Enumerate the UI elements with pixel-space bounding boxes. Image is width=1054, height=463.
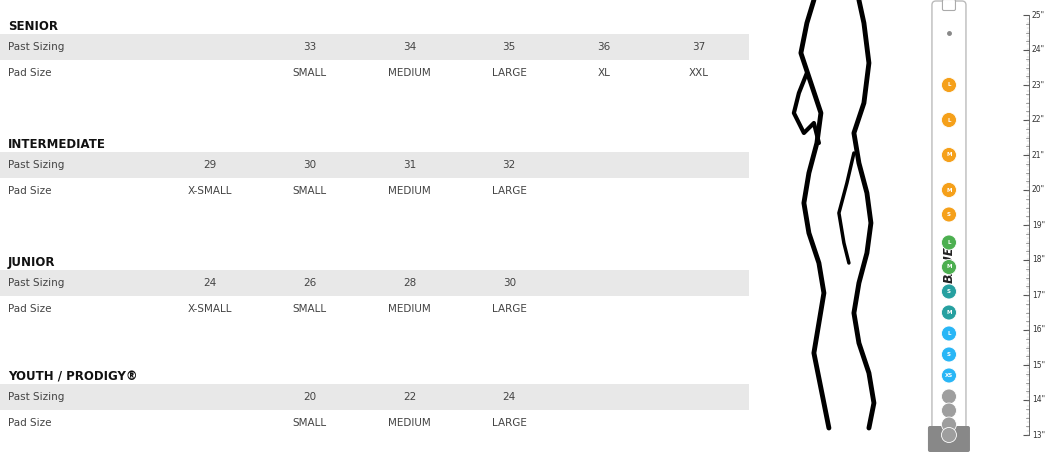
- Circle shape: [941, 207, 956, 222]
- Text: Pad Size: Pad Size: [8, 418, 52, 428]
- Text: Past Sizing: Past Sizing: [8, 160, 64, 170]
- Circle shape: [941, 417, 956, 432]
- Circle shape: [941, 148, 956, 163]
- Text: SMALL: SMALL: [292, 304, 327, 314]
- Bar: [0, 178, 749, 204]
- Text: L: L: [948, 240, 951, 245]
- Text: L: L: [948, 118, 951, 123]
- Text: LARGE: LARGE: [492, 68, 527, 78]
- Circle shape: [941, 347, 956, 362]
- Text: S: S: [946, 352, 951, 357]
- Text: 24: 24: [503, 392, 515, 402]
- Text: S: S: [946, 289, 951, 294]
- Text: 35: 35: [503, 42, 515, 52]
- Text: 23": 23": [1032, 81, 1046, 89]
- Text: 20: 20: [302, 392, 316, 402]
- Text: M: M: [946, 310, 952, 315]
- FancyBboxPatch shape: [942, 0, 956, 11]
- Text: 24: 24: [203, 278, 216, 288]
- Text: 22: 22: [403, 392, 416, 402]
- Bar: [0, 384, 749, 410]
- Text: MEDIUM: MEDIUM: [388, 186, 431, 196]
- Text: 16": 16": [1032, 325, 1046, 334]
- Circle shape: [941, 182, 956, 198]
- Text: X-SMALL: X-SMALL: [188, 304, 232, 314]
- Bar: [0, 152, 749, 178]
- Circle shape: [941, 284, 956, 299]
- Text: 17": 17": [1032, 290, 1046, 300]
- Bar: [0, 270, 749, 296]
- FancyBboxPatch shape: [932, 1, 965, 432]
- Text: LARGE: LARGE: [492, 418, 527, 428]
- Circle shape: [941, 77, 956, 93]
- Text: MEDIUM: MEDIUM: [388, 418, 431, 428]
- Text: JUNIOR: JUNIOR: [8, 256, 56, 269]
- Bar: [0, 296, 749, 322]
- Text: SENIOR: SENIOR: [8, 20, 58, 33]
- Text: Pad Size: Pad Size: [8, 304, 52, 314]
- Text: 14": 14": [1032, 395, 1046, 405]
- Text: 33: 33: [302, 42, 316, 52]
- Circle shape: [941, 403, 956, 418]
- Circle shape: [941, 427, 956, 443]
- Text: 15": 15": [1032, 361, 1046, 369]
- Text: SMALL: SMALL: [292, 68, 327, 78]
- Text: X-SMALL: X-SMALL: [188, 186, 232, 196]
- Text: YOUTH / PRODIGY®: YOUTH / PRODIGY®: [8, 370, 138, 383]
- Text: 22": 22": [1032, 115, 1045, 125]
- Text: 37: 37: [692, 42, 705, 52]
- Text: Pad Size: Pad Size: [8, 68, 52, 78]
- Text: 32: 32: [503, 160, 515, 170]
- Text: XXL: XXL: [689, 68, 709, 78]
- Text: Past Sizing: Past Sizing: [8, 278, 64, 288]
- Text: L: L: [948, 82, 951, 88]
- Text: M: M: [946, 152, 952, 157]
- Text: M: M: [946, 264, 952, 269]
- Text: XS: XS: [944, 373, 953, 378]
- FancyBboxPatch shape: [928, 426, 970, 452]
- Text: 20": 20": [1032, 186, 1046, 194]
- Text: 13": 13": [1032, 431, 1046, 439]
- Text: L: L: [948, 331, 951, 336]
- Text: Past Sizing: Past Sizing: [8, 42, 64, 52]
- Circle shape: [941, 259, 956, 275]
- Text: SMALL: SMALL: [292, 186, 327, 196]
- Text: INTERMEDIATE: INTERMEDIATE: [8, 138, 105, 151]
- Text: LARGE: LARGE: [492, 304, 527, 314]
- Text: XL: XL: [598, 68, 610, 78]
- Text: 24": 24": [1032, 45, 1046, 55]
- Text: MEDIUM: MEDIUM: [388, 304, 431, 314]
- Bar: [0, 34, 749, 60]
- Text: Pad Size: Pad Size: [8, 186, 52, 196]
- Circle shape: [941, 389, 956, 404]
- Bar: [0, 60, 749, 86]
- Text: Past Sizing: Past Sizing: [8, 392, 64, 402]
- Text: BAUER: BAUER: [942, 237, 956, 283]
- Circle shape: [941, 235, 956, 250]
- Text: 18": 18": [1032, 256, 1045, 264]
- Text: 30: 30: [503, 278, 515, 288]
- Text: 29: 29: [203, 160, 216, 170]
- Text: M: M: [946, 188, 952, 193]
- Circle shape: [941, 113, 956, 127]
- Text: MEDIUM: MEDIUM: [388, 68, 431, 78]
- Bar: [0, 410, 749, 436]
- Text: S: S: [946, 212, 951, 217]
- Text: 19": 19": [1032, 220, 1046, 230]
- Text: LARGE: LARGE: [492, 186, 527, 196]
- Text: 30: 30: [302, 160, 316, 170]
- Text: SMALL: SMALL: [292, 418, 327, 428]
- Circle shape: [941, 305, 956, 320]
- Text: 28: 28: [403, 278, 416, 288]
- Text: 21": 21": [1032, 150, 1045, 159]
- Text: 26: 26: [302, 278, 316, 288]
- Text: 36: 36: [598, 42, 610, 52]
- Text: 31: 31: [403, 160, 416, 170]
- Text: 34: 34: [403, 42, 416, 52]
- Text: 25": 25": [1032, 11, 1046, 19]
- Circle shape: [941, 326, 956, 341]
- Circle shape: [941, 368, 956, 383]
